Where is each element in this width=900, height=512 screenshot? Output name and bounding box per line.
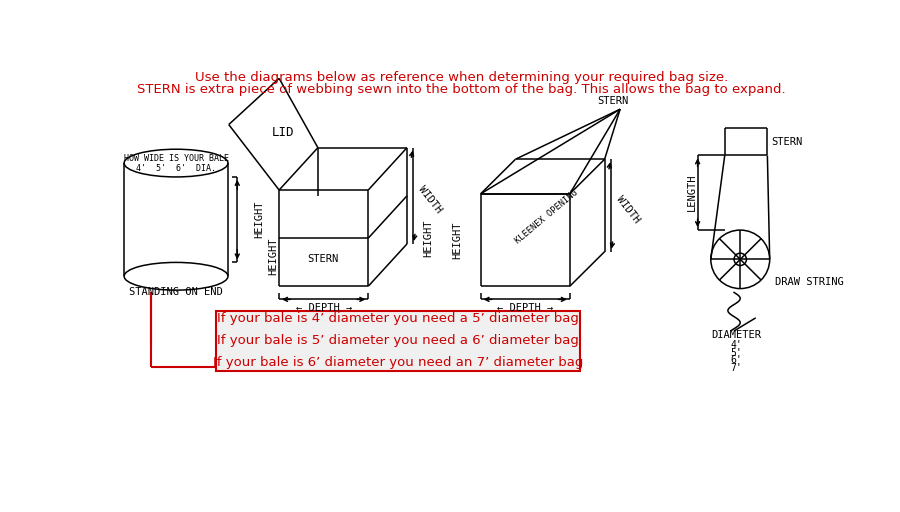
Text: Use the diagrams below as reference when determining your required bag size.: Use the diagrams below as reference when… bbox=[194, 71, 728, 83]
Text: LENGTH: LENGTH bbox=[687, 174, 697, 211]
Text: 5': 5' bbox=[731, 348, 742, 357]
Text: HEIGHT: HEIGHT bbox=[424, 220, 434, 257]
Text: STERN: STERN bbox=[771, 137, 803, 147]
Text: HEIGHT: HEIGHT bbox=[268, 238, 278, 275]
Text: KLEENEX OPENING: KLEENEX OPENING bbox=[513, 188, 580, 245]
Text: ← DEPTH →: ← DEPTH → bbox=[295, 303, 352, 313]
Text: If your bale is 4’ diameter you need a 5’ diameter bag
If your bale is 5’ diamet: If your bale is 4’ diameter you need a 5… bbox=[212, 312, 583, 370]
FancyBboxPatch shape bbox=[216, 311, 580, 371]
Text: HOW WIDE IS YOUR BALE: HOW WIDE IS YOUR BALE bbox=[123, 154, 229, 163]
Text: STERN: STERN bbox=[308, 254, 339, 264]
Text: STANDING ON END: STANDING ON END bbox=[130, 287, 223, 296]
Text: 4': 4' bbox=[731, 340, 742, 350]
Text: HEIGHT: HEIGHT bbox=[254, 201, 264, 239]
Text: STERN is extra piece of webbing sewn into the bottom of the bag. This allows the: STERN is extra piece of webbing sewn int… bbox=[137, 83, 786, 96]
Text: 4'  5'  6'  DIA.: 4' 5' 6' DIA. bbox=[136, 164, 216, 173]
Text: DIAMETER: DIAMETER bbox=[711, 330, 761, 340]
Text: STERN: STERN bbox=[597, 96, 628, 106]
Text: WIDTH: WIDTH bbox=[615, 194, 642, 225]
Text: 7': 7' bbox=[731, 363, 742, 373]
Text: 6': 6' bbox=[731, 355, 742, 365]
Text: HEIGHT: HEIGHT bbox=[453, 221, 463, 259]
Text: ← DEPTH →: ← DEPTH → bbox=[497, 303, 554, 313]
Text: WIDTH: WIDTH bbox=[417, 184, 444, 215]
Text: LID: LID bbox=[272, 126, 294, 139]
Text: DRAW STRING: DRAW STRING bbox=[775, 278, 844, 287]
